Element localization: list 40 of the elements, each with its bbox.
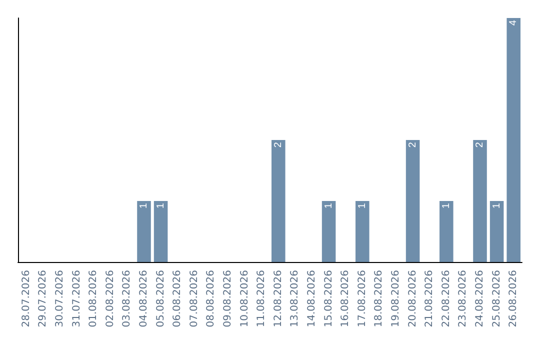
x-tick-label: 05.08.2026	[155, 270, 166, 328]
data-label: 1	[491, 202, 502, 209]
data-label: 1	[440, 202, 452, 209]
x-tick-label: 01.08.2026	[88, 270, 100, 328]
x-tick-label: 13.08.2026	[290, 270, 301, 328]
x-tick-label: 08.08.2026	[206, 270, 217, 328]
data-label: 2	[272, 142, 284, 148]
x-tick-label: 30.07.2026	[54, 270, 66, 328]
x-tick-label: 04.08.2026	[138, 270, 150, 328]
x-tick-label: 28.07.2026	[20, 270, 32, 328]
x-tick-label: 17.08.2026	[356, 270, 368, 328]
x-tick-label: 10.08.2026	[239, 270, 250, 328]
x-tick-label: 07.08.2026	[188, 270, 200, 328]
x-tick-label: 26.08.2026	[508, 270, 520, 328]
data-label: 2	[407, 142, 418, 148]
x-tick-label: 24.08.2026	[474, 270, 486, 328]
x-tick-label: 23.08.2026	[458, 270, 469, 328]
x-tick-label: 03.08.2026	[122, 270, 133, 328]
x-tick-label: 20.08.2026	[407, 270, 418, 328]
x-tick-label: 09.08.2026	[222, 270, 234, 328]
x-tick-label: 21.08.2026	[424, 270, 436, 328]
x-tick-label: 11.08.2026	[256, 270, 268, 328]
x-tick-label: 14.08.2026	[306, 270, 318, 328]
x-tick-label: 25.08.2026	[491, 270, 502, 328]
data-label: 1	[155, 202, 166, 209]
data-label: 1	[356, 202, 368, 209]
x-tick-label: 29.07.2026	[38, 270, 49, 328]
x-tick-label: 18.08.2026	[374, 270, 385, 328]
x-tick-label: 19.08.2026	[390, 270, 402, 328]
data-label: 1	[138, 202, 150, 209]
x-tick-label: 06.08.2026	[172, 270, 184, 328]
data-label: 4	[508, 20, 520, 26]
x-tick-label: 12.08.2026	[272, 270, 284, 328]
x-tick-label: 16.08.2026	[340, 270, 352, 328]
x-tick-label: 31.07.2026	[71, 270, 82, 328]
x-tick-label: 22.08.2026	[440, 270, 452, 328]
data-label: 2	[474, 142, 486, 148]
data-label: 1	[323, 202, 334, 209]
x-tick-label: 15.08.2026	[323, 270, 334, 328]
x-tick-label: 02.08.2026	[104, 270, 116, 328]
